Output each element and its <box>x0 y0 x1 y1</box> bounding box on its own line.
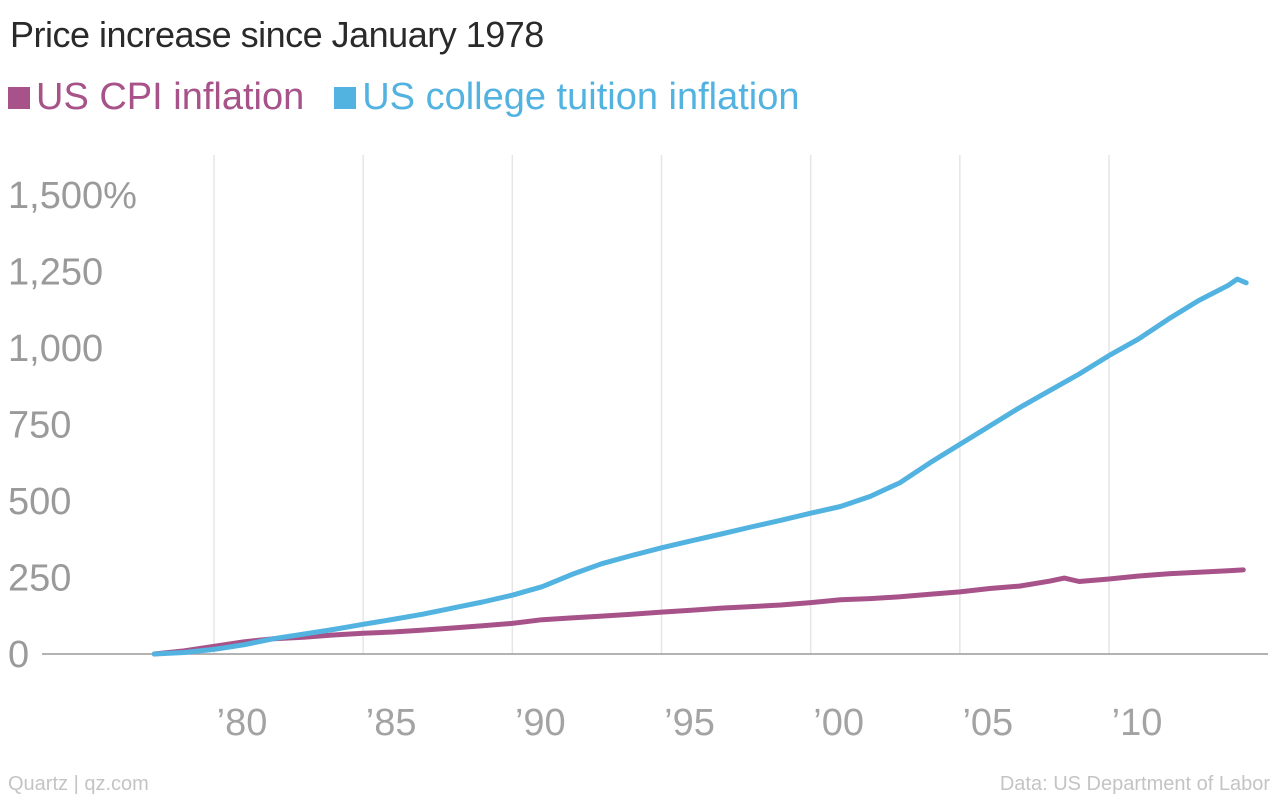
y-tick-label: 250 <box>8 558 71 600</box>
y-tick-label: 500 <box>8 481 71 523</box>
x-tick-label: ’10 <box>1112 702 1163 744</box>
x-tick-label: ’95 <box>664 702 715 744</box>
x-tick-label: ’00 <box>813 702 864 744</box>
y-tick-label: 750 <box>8 405 71 447</box>
x-axis-ticks: ’80 ’85 ’90 ’95 ’00 ’05 ’10 <box>217 702 1163 744</box>
chart-title: Price increase since January 1978 <box>10 14 544 55</box>
legend-swatch-tuition <box>334 86 357 109</box>
y-axis-ticks: 0 250 500 750 1,000 1,250 1,500% <box>8 175 137 676</box>
y-tick-label: 0 <box>8 634 29 676</box>
series-lines <box>151 276 1249 657</box>
credit-text: Quartz | qz.com <box>8 773 149 795</box>
x-tick-label: ’05 <box>962 702 1013 744</box>
y-tick-label: 1,000 <box>8 328 103 370</box>
x-tick-label: ’90 <box>515 702 566 744</box>
y-tick-label: 1,250 <box>8 252 103 294</box>
source-text: Data: US Department of Labor <box>999 773 1270 795</box>
legend: US CPI inflation US college tuition infl… <box>8 76 830 119</box>
legend-item-cpi: US CPI inflation <box>8 76 304 119</box>
line-cpi-inflation <box>151 567 1246 657</box>
legend-label-tuition: US college tuition inflation <box>362 76 800 118</box>
legend-label-cpi: US CPI inflation <box>36 76 305 118</box>
legend-swatch-cpi <box>8 86 30 109</box>
legend-item-tuition: US college tuition inflation <box>334 76 800 119</box>
y-tick-label: 1,500% <box>8 175 137 217</box>
gridlines <box>42 155 1268 655</box>
x-tick-label: ’85 <box>366 702 417 744</box>
x-tick-label: ’80 <box>217 702 268 744</box>
line-college-tuition-inflation <box>151 276 1249 657</box>
